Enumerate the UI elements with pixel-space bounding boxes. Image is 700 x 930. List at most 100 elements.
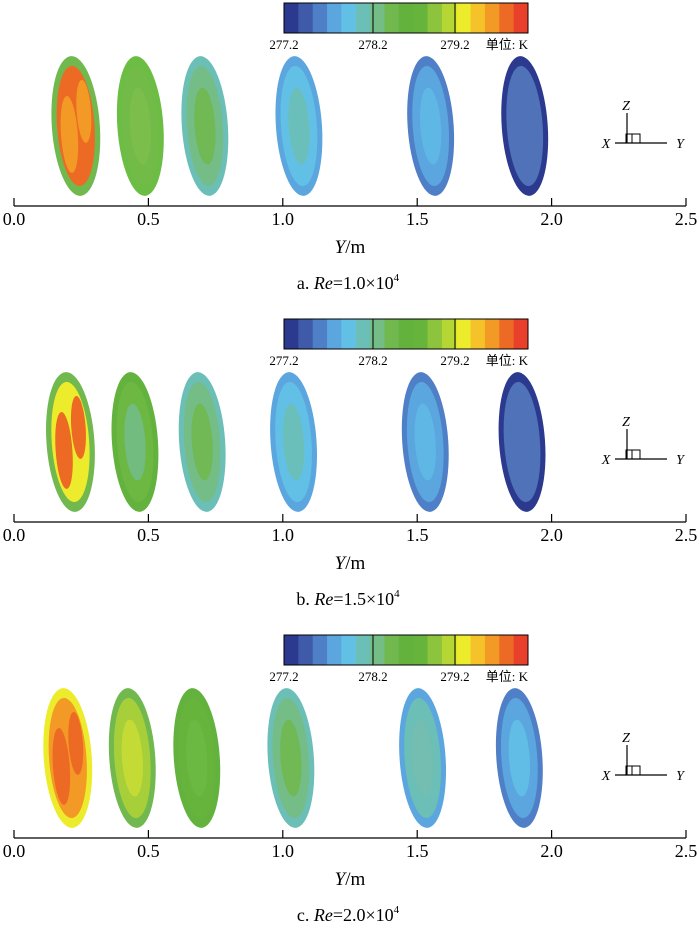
colorbar-swatch (384, 3, 400, 33)
colorbar-swatch (370, 319, 385, 349)
colorbar-swatch (427, 635, 443, 665)
x-tick-label: 2.0 (540, 209, 563, 229)
triad-y-label: Y (676, 769, 686, 784)
colorbar-swatch (456, 635, 472, 665)
colorbar-swatch (427, 3, 443, 33)
colorbar-swatch (312, 635, 328, 665)
section-core (121, 719, 143, 797)
colorbar-swatch (413, 319, 429, 349)
cross-section (401, 372, 449, 512)
x-axis: 0.0 0.5 1.0 1.5 2.0 2.5 Y/m (3, 198, 698, 258)
x-tick-label: 0.0 (3, 525, 26, 545)
section-core (288, 87, 310, 165)
cross-section (46, 372, 95, 512)
colorbar-swatch (513, 635, 529, 665)
triad-box (631, 765, 641, 776)
x-tick-label: 2.0 (540, 841, 563, 861)
colorbar-swatch (284, 3, 299, 33)
cross-section (43, 688, 93, 828)
colorbar-swatch (484, 319, 500, 349)
colorbar-swatch (441, 319, 457, 349)
colorbar-swatch (298, 319, 314, 349)
colorbar-swatch (298, 635, 314, 665)
colorbar-swatch (284, 635, 299, 665)
triad-box (631, 133, 641, 144)
colorbar-swatch (370, 3, 385, 33)
colorbar-unit: 单位: K (486, 37, 529, 52)
colorbar-tick-label: 279.2 (440, 37, 469, 52)
colorbar-swatch (384, 635, 400, 665)
colorbar-swatch (499, 319, 515, 349)
cross-section (116, 56, 164, 196)
section-core (129, 87, 152, 165)
x-tick-label: 2.5 (675, 841, 698, 861)
section-core (194, 87, 216, 165)
x-tick-label: 2.5 (675, 209, 698, 229)
colorbar-swatch (427, 319, 443, 349)
section-core (419, 87, 442, 165)
colorbar-unit: 单位: K (486, 353, 529, 368)
coordinate-triad: Z X Y (601, 415, 686, 468)
coordinate-triad: Z X Y (601, 731, 686, 784)
x-tick-label: 1.0 (272, 525, 295, 545)
x-axis: 0.0 0.5 1.0 1.5 2.0 2.5 Y/m (3, 514, 698, 574)
colorbar-swatch (284, 319, 299, 349)
section-core (514, 87, 536, 165)
x-tick-label: 1.5 (406, 525, 429, 545)
colorbar-swatch (484, 3, 500, 33)
colorbar-swatch (413, 3, 429, 33)
colorbar-swatch (327, 635, 342, 665)
colorbar-swatch (341, 319, 357, 349)
section-core (508, 719, 531, 797)
colorbar-swatch (355, 635, 371, 665)
section-hot-core (55, 412, 73, 489)
colorbar-swatch (470, 635, 486, 665)
section-hot-core (76, 79, 92, 143)
cross-section (399, 688, 447, 828)
panel-c: 277.2 278.2 279.2 单位: K Z X Y 0.0 0.5 1.0 1.5 2.0 2.… (3, 634, 698, 925)
colorbar-tick-label: 278.2 (358, 353, 387, 368)
colorbar-swatch (398, 3, 414, 33)
section-hot-core (70, 395, 86, 459)
section-core (186, 719, 208, 797)
x-axis-title: Y/m (335, 237, 366, 258)
colorbar-swatch (470, 3, 486, 33)
triad-x-label: X (601, 137, 611, 152)
colorbar-tick-label: 278.2 (358, 37, 387, 52)
x-axis-title: Y/m (335, 869, 366, 890)
triad-z-label: Z (622, 415, 630, 430)
cross-section (173, 688, 221, 828)
x-axis-title: Y/m (335, 553, 366, 574)
colorbar-swatch (441, 635, 457, 665)
section-core (511, 403, 533, 481)
cross-section (181, 56, 229, 196)
colorbar-swatch (513, 319, 529, 349)
triad-box (631, 449, 641, 460)
colorbar-swatch (298, 3, 314, 33)
section-core (282, 403, 305, 481)
colorbar: 277.2 278.2 279.2 单位: K (269, 318, 529, 368)
triad-x-label: X (601, 453, 611, 468)
colorbar-swatch (341, 635, 357, 665)
colorbar: 277.2 278.2 279.2 单位: K (269, 634, 529, 684)
cross-section (111, 372, 159, 512)
x-tick-label: 1.0 (272, 841, 295, 861)
colorbar-swatch (499, 635, 515, 665)
panel-a: 277.2 278.2 279.2 单位: K Z X Y 0.0 0.5 1.0 1.5 2.0 2.… (3, 2, 698, 293)
cross-section (275, 56, 323, 196)
colorbar: 277.2 278.2 279.2 单位: K (269, 2, 529, 52)
cross-section (267, 688, 315, 828)
x-axis: 0.0 0.5 1.0 1.5 2.0 2.5 Y/m (3, 830, 698, 890)
colorbar-swatch (384, 319, 400, 349)
cross-section (495, 688, 543, 828)
triad-box (625, 449, 641, 460)
x-tick-label: 2.5 (675, 525, 698, 545)
cross-section (270, 372, 318, 512)
x-tick-label: 1.0 (272, 209, 295, 229)
colorbar-swatch (456, 3, 472, 33)
colorbar-swatch (499, 3, 515, 33)
section-core (191, 403, 213, 481)
colorbar-tick-label: 277.2 (269, 669, 298, 684)
cross-section (407, 56, 455, 196)
colorbar-tick-label: 279.2 (440, 669, 469, 684)
